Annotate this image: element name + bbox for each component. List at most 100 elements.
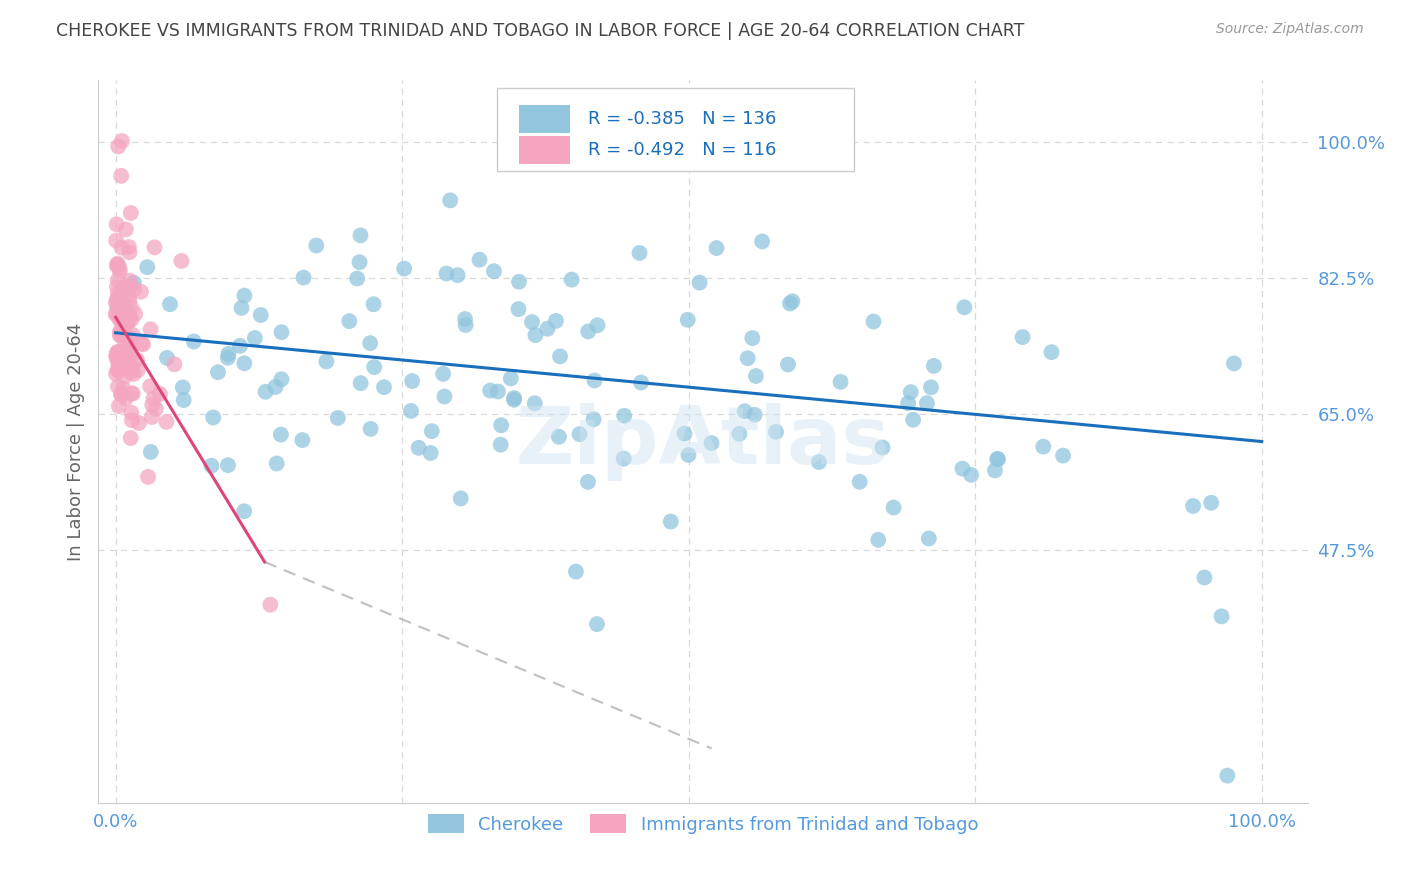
Point — [156, 351, 179, 365]
Point — [110, 241, 132, 255]
Point — [110, 311, 132, 326]
Point — [110, 169, 132, 183]
FancyBboxPatch shape — [498, 87, 855, 170]
Point — [337, 314, 360, 328]
Point — [107, 363, 129, 377]
Point — [107, 139, 129, 153]
Point — [200, 458, 222, 473]
Point — [1040, 345, 1063, 359]
Point — [108, 328, 131, 343]
Point — [107, 286, 129, 301]
Point — [900, 385, 922, 400]
Point — [114, 369, 136, 384]
Point — [141, 398, 163, 412]
Point — [136, 260, 159, 274]
Point — [118, 274, 141, 288]
Point — [110, 313, 132, 327]
Point — [454, 312, 477, 326]
Point — [108, 355, 131, 369]
Point — [576, 475, 599, 489]
Point — [745, 369, 768, 384]
Point — [630, 376, 652, 390]
Point — [132, 337, 155, 351]
Point — [104, 307, 127, 321]
Point — [108, 326, 131, 340]
Point — [117, 316, 139, 330]
Point — [136, 470, 159, 484]
Point — [107, 379, 129, 393]
Point — [120, 312, 142, 326]
Point — [489, 418, 512, 433]
Point — [744, 408, 766, 422]
Point — [118, 240, 141, 254]
Point — [172, 380, 194, 394]
Point — [104, 367, 127, 381]
Point — [741, 331, 763, 345]
Point — [121, 349, 143, 363]
Point — [107, 362, 129, 376]
Point — [373, 380, 395, 394]
Point — [503, 392, 526, 407]
Point — [292, 270, 315, 285]
Point — [105, 306, 128, 320]
Point — [118, 330, 141, 344]
Point — [104, 295, 127, 310]
Point — [111, 327, 134, 342]
Point — [231, 301, 253, 315]
Point — [173, 392, 195, 407]
Point — [233, 356, 256, 370]
Point — [728, 426, 751, 441]
Point — [105, 349, 128, 363]
Point — [107, 273, 129, 287]
Point — [107, 256, 129, 270]
Point — [159, 297, 181, 311]
Point — [114, 308, 136, 322]
Point — [108, 325, 131, 339]
Point — [1052, 449, 1074, 463]
Point — [582, 412, 605, 426]
Point — [127, 363, 149, 377]
Legend: Cherokee, Immigrants from Trinidad and Tobago: Cherokee, Immigrants from Trinidad and T… — [420, 807, 986, 841]
Point — [568, 427, 591, 442]
Point — [249, 308, 271, 322]
Y-axis label: In Labor Force | Age 20-64: In Labor Force | Age 20-64 — [66, 322, 84, 561]
Point — [139, 322, 162, 336]
Point — [115, 306, 138, 320]
Point — [254, 384, 277, 399]
Point — [217, 458, 239, 472]
Point — [326, 411, 349, 425]
Point — [520, 315, 543, 329]
Point — [737, 351, 759, 366]
Point — [523, 396, 546, 410]
Point — [918, 532, 941, 546]
Point — [363, 360, 385, 375]
Point — [291, 433, 314, 447]
Point — [751, 235, 773, 249]
Point — [565, 565, 588, 579]
Point — [953, 300, 976, 314]
Point — [349, 255, 371, 269]
Point — [678, 448, 700, 462]
Point — [868, 533, 890, 547]
Point — [128, 416, 150, 430]
Point — [359, 336, 381, 351]
Point — [118, 310, 141, 324]
FancyBboxPatch shape — [519, 136, 569, 163]
Point — [115, 310, 138, 324]
Point — [363, 297, 385, 311]
Point — [121, 413, 143, 427]
Point — [346, 271, 368, 285]
Point — [107, 344, 129, 359]
Point — [108, 260, 131, 275]
Point — [114, 347, 136, 361]
Point — [112, 318, 135, 333]
Point — [217, 351, 239, 365]
Point — [700, 436, 723, 450]
Point — [129, 285, 152, 299]
Point — [315, 354, 337, 368]
Point — [986, 452, 1008, 467]
Point — [548, 430, 571, 444]
Point — [1011, 330, 1033, 344]
Point — [920, 380, 942, 394]
Point — [270, 372, 292, 386]
